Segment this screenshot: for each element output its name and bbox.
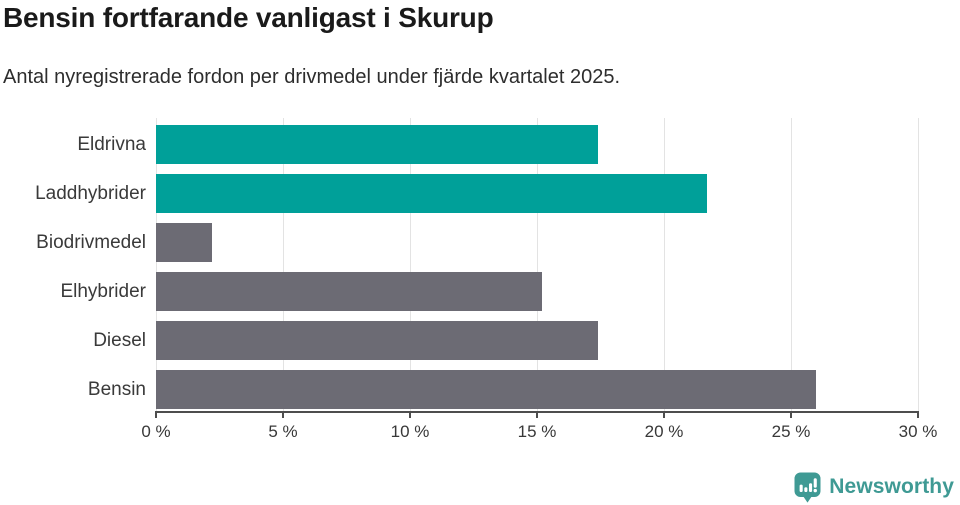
x-gridline [283, 118, 284, 413]
x-axis-tick [536, 413, 538, 418]
bar-bensin [156, 370, 817, 409]
brand-name: Newsworthy [829, 475, 954, 498]
x-axis-tick-label: 15 % [517, 422, 557, 441]
category-label: Diesel [93, 329, 146, 351]
x-gridline [156, 118, 157, 413]
x-axis-tick [917, 413, 919, 418]
x-axis-tick [282, 413, 284, 418]
bar-laddhybrider [156, 174, 708, 213]
x-axis-tick [155, 413, 157, 418]
category-label: Eldrivna [77, 133, 146, 155]
x-axis-tick-label: 25 % [771, 422, 811, 441]
newsworthy-logo-icon [794, 472, 821, 503]
x-axis-tick-label: 30 % [898, 422, 938, 441]
x-gridline [791, 118, 792, 413]
category-label: Biodrivmedel [36, 231, 146, 253]
x-axis-line [155, 411, 919, 413]
x-axis-tick [663, 413, 665, 418]
x-axis-tick-label: 20 % [644, 422, 684, 441]
bar-eldrivna [156, 125, 598, 164]
chart-title: Bensin fortfarande vanligast i Skurup [3, 2, 494, 33]
bar-biodrivmedel [156, 223, 212, 262]
category-label: Laddhybrider [35, 182, 146, 204]
x-axis-tick-label: 0 % [141, 422, 171, 441]
bar-diesel [156, 321, 598, 360]
x-gridline [664, 118, 665, 413]
x-gridline [410, 118, 411, 413]
x-gridline [537, 118, 538, 413]
category-label: Bensin [87, 378, 146, 400]
x-axis-tick-label: 5 % [268, 422, 298, 441]
x-axis-tick [409, 413, 411, 418]
chart-subtitle: Antal nyregistrerade fordon per drivmede… [3, 66, 621, 88]
x-axis-tick-label: 10 % [390, 422, 430, 441]
x-gridline [918, 118, 919, 413]
brand-footer: Newsworthy [794, 471, 954, 503]
x-axis-tick [790, 413, 792, 418]
category-label: Elhybrider [60, 280, 146, 302]
bar-elhybrider [156, 272, 543, 311]
